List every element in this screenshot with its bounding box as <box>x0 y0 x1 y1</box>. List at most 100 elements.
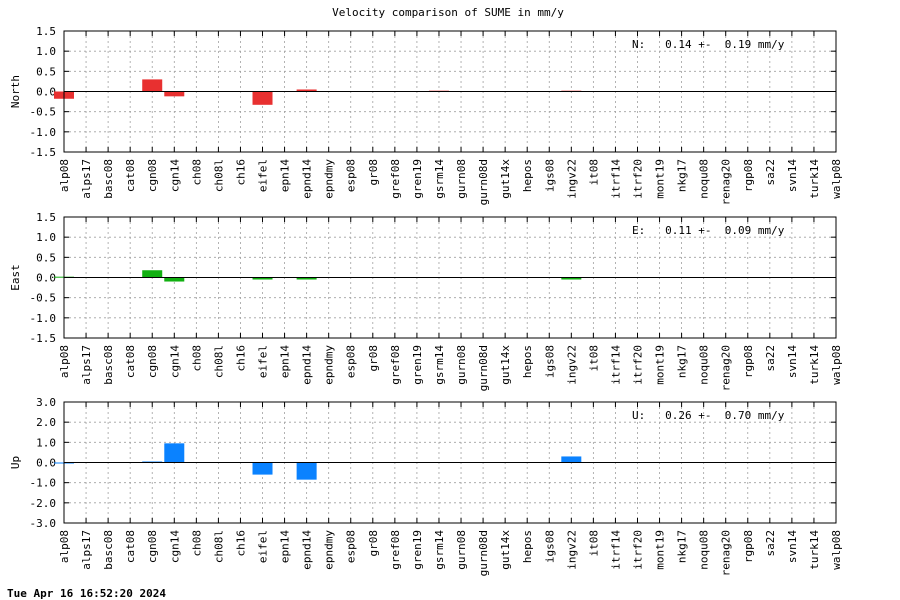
x-tick-label: alps17 <box>80 159 93 199</box>
x-tick-label: epn14 <box>279 345 292 378</box>
bar-cgn08 <box>142 461 163 463</box>
x-tick-label: ch08 <box>190 345 203 372</box>
y-tick-label: 1.0 <box>36 436 56 449</box>
x-tick-label: turk14 <box>808 345 821 385</box>
x-tick-label: it08 <box>587 159 600 186</box>
x-tick-label: alp08 <box>58 159 71 192</box>
x-tick-label: renag20 <box>720 345 733 391</box>
x-tick-label: eifel <box>257 530 270 563</box>
bar-eifel <box>252 277 273 280</box>
y-tick-label: 1.0 <box>36 45 56 58</box>
x-tick-label: ingv22 <box>565 159 578 199</box>
bar-epnd14 <box>296 89 317 92</box>
x-tick-label: walp08 <box>830 345 843 385</box>
x-tick-label: ch08 <box>190 159 203 186</box>
x-tick-label: cgn08 <box>146 345 159 378</box>
x-tick-label: alp08 <box>58 530 71 563</box>
x-tick-label: alp08 <box>58 345 71 378</box>
y-axis-label: North <box>9 75 22 108</box>
bar-eifel <box>252 462 273 475</box>
x-tick-label: gref08 <box>389 530 402 570</box>
x-tick-label: itrf14 <box>609 345 622 385</box>
x-tick-label: esp08 <box>345 159 358 192</box>
x-tick-label: itrf20 <box>631 530 644 570</box>
chart-title: Velocity comparison of SUME in mm/y <box>332 6 564 19</box>
x-tick-label: epnd14 <box>301 345 314 385</box>
x-tick-label: nkg17 <box>676 345 689 378</box>
y-axis-label: East <box>9 264 22 291</box>
x-tick-label: ch08l <box>212 159 225 192</box>
x-tick-label: noqu08 <box>698 345 711 385</box>
x-tick-label: alps17 <box>80 530 93 570</box>
plot-frame <box>63 30 837 153</box>
x-tick-label: gurn08d <box>477 530 490 576</box>
x-tick-label: gurn08d <box>477 345 490 391</box>
x-tick-label: itrf14 <box>609 530 622 570</box>
x-tick-label: gsrm14 <box>433 530 446 570</box>
x-tick-label: gref08 <box>389 159 402 199</box>
x-tick-label: sa22 <box>764 530 777 557</box>
x-tick-label: gurn08 <box>455 530 468 570</box>
x-tick-label: gurn08d <box>477 159 490 205</box>
bar-ingv22 <box>561 277 582 280</box>
stat-annotation: E: 0.11 +- 0.09 mm/y <box>632 224 785 237</box>
x-tick-label: nkg17 <box>676 530 689 563</box>
x-tick-label: mont19 <box>654 159 667 199</box>
x-tick-label: igs08 <box>543 159 556 192</box>
y-tick-label: -0.5 <box>30 106 57 119</box>
x-tick-label: rgp08 <box>742 345 755 378</box>
bar-ingv22 <box>561 456 582 463</box>
x-tick-label: rgp08 <box>742 530 755 563</box>
x-tick-label: epndmy <box>323 159 336 199</box>
x-tick-label: basc08 <box>102 159 115 199</box>
x-tick-label: svn14 <box>786 345 799 378</box>
x-tick-label: ingv22 <box>565 530 578 570</box>
y-tick-label: 0.5 <box>36 251 56 264</box>
x-tick-label: it08 <box>587 530 600 557</box>
x-tick-label: gren19 <box>411 530 424 570</box>
x-tick-label: sa22 <box>764 159 777 186</box>
bar-eifel <box>252 91 273 105</box>
x-tick-label: ch08 <box>190 530 203 557</box>
bar-cgn08 <box>142 79 163 92</box>
x-tick-label: noqu08 <box>698 530 711 570</box>
y-tick-label: -1.5 <box>30 146 57 159</box>
x-tick-label: ch08l <box>212 530 225 563</box>
x-tick-label: esp08 <box>345 345 358 378</box>
x-tick-label: gr08 <box>367 159 380 186</box>
y-tick-label: -1.0 <box>30 312 57 325</box>
y-tick-label: 1.5 <box>36 211 56 224</box>
y-tick-label: -0.5 <box>30 292 57 305</box>
x-tick-label: gut14x <box>499 530 512 570</box>
stat-annotation: U: 0.26 +- 0.70 mm/y <box>632 409 785 422</box>
bar-epnd14 <box>296 277 317 280</box>
x-tick-label: eifel <box>257 345 270 378</box>
x-tick-label: itrf20 <box>631 345 644 385</box>
x-tick-label: rgp08 <box>742 159 755 192</box>
bar-cgn14 <box>164 91 185 97</box>
x-tick-label: ch16 <box>234 159 247 186</box>
stat-annotation: N: 0.14 +- 0.19 mm/y <box>632 38 785 51</box>
x-tick-label: cat08 <box>124 530 137 563</box>
y-tick-label: -1.5 <box>30 332 57 345</box>
y-tick-label: 0.0 <box>36 86 56 99</box>
x-tick-label: gren19 <box>411 159 424 199</box>
x-tick-label: gut14x <box>499 345 512 385</box>
x-tick-label: basc08 <box>102 345 115 385</box>
plot-frame <box>63 216 837 339</box>
x-tick-label: cat08 <box>124 345 137 378</box>
x-tick-label: renag20 <box>720 159 733 205</box>
x-tick-label: basc08 <box>102 530 115 570</box>
x-tick-label: eifel <box>257 159 270 192</box>
bar-cgn14 <box>164 443 185 463</box>
timestamp-footer: Tue Apr 16 16:52:20 2024 <box>7 587 166 600</box>
x-tick-label: gref08 <box>389 345 402 385</box>
x-tick-label: hepos <box>521 345 534 378</box>
x-tick-label: svn14 <box>786 159 799 192</box>
bar-cgn14 <box>164 277 185 282</box>
x-tick-label: gr08 <box>367 530 380 557</box>
